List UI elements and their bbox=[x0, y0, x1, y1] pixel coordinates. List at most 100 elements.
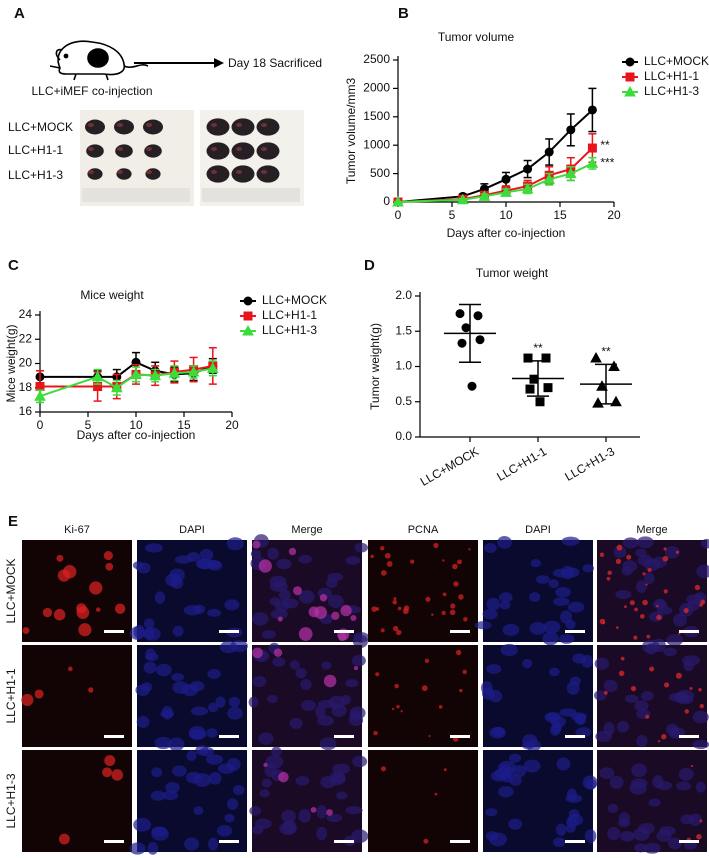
stain bbox=[278, 771, 289, 783]
row-label: LLC+H1-3 bbox=[8, 168, 63, 182]
nucleus bbox=[668, 837, 683, 850]
stain bbox=[34, 689, 44, 699]
nucleus bbox=[224, 599, 240, 611]
nucleus bbox=[575, 713, 586, 726]
nucleus bbox=[270, 609, 288, 620]
chart-title: Mice weight bbox=[80, 288, 144, 302]
y-tick-label: 16 bbox=[19, 404, 33, 418]
stain bbox=[606, 576, 611, 581]
marker bbox=[455, 309, 465, 319]
scale-bar bbox=[450, 840, 470, 843]
nucleus bbox=[486, 597, 501, 611]
nucleus bbox=[689, 813, 702, 826]
tumor bbox=[256, 142, 280, 160]
stain bbox=[89, 581, 103, 595]
nucleus bbox=[619, 831, 635, 842]
y-tick-label: 500 bbox=[370, 166, 390, 180]
stain bbox=[696, 833, 702, 840]
stain bbox=[392, 600, 398, 605]
nucleus bbox=[575, 727, 592, 738]
nucleus bbox=[261, 778, 272, 788]
marker bbox=[564, 167, 577, 179]
nucleus bbox=[251, 612, 269, 626]
nucleus bbox=[607, 826, 621, 841]
stain bbox=[645, 583, 648, 586]
stain bbox=[634, 607, 638, 612]
timeline-label: Day 18 Sacrificed bbox=[228, 56, 322, 70]
nucleus bbox=[522, 741, 535, 750]
nucleus bbox=[272, 656, 286, 667]
stain bbox=[657, 739, 661, 743]
nucleus bbox=[582, 775, 598, 790]
nucleus bbox=[345, 679, 359, 688]
nucleus bbox=[555, 586, 571, 598]
stain bbox=[698, 688, 702, 692]
stain bbox=[626, 554, 632, 560]
x-tick-label: LLC+MOCK bbox=[418, 444, 481, 489]
nucleus bbox=[207, 669, 221, 679]
nucleus bbox=[607, 803, 619, 814]
nucleus bbox=[492, 726, 505, 737]
tumor bbox=[206, 142, 230, 160]
significance: ** bbox=[533, 341, 543, 355]
marker bbox=[206, 362, 219, 373]
nucleus bbox=[535, 575, 550, 584]
nucleus bbox=[634, 700, 649, 712]
nucleus bbox=[320, 775, 337, 789]
column-header: DAPI bbox=[179, 524, 205, 536]
significance: ** bbox=[600, 138, 610, 152]
tumor-highlight bbox=[146, 170, 152, 174]
marker bbox=[544, 147, 554, 157]
stain bbox=[105, 562, 114, 571]
y-tick-label: 22 bbox=[19, 331, 33, 345]
row-header: LLC+H1-1 bbox=[4, 668, 18, 723]
x-tick-label: 15 bbox=[177, 418, 191, 432]
nucleus bbox=[298, 808, 311, 823]
stain bbox=[457, 559, 462, 565]
stain bbox=[434, 792, 438, 796]
stain bbox=[661, 734, 667, 740]
tumor bbox=[256, 165, 280, 183]
stain bbox=[442, 559, 445, 562]
nucleus bbox=[267, 547, 279, 560]
nucleus bbox=[659, 826, 676, 836]
stain bbox=[690, 764, 694, 768]
nucleus bbox=[258, 732, 274, 745]
stain bbox=[620, 656, 625, 661]
x-tick-label: LLC+H1-1 bbox=[494, 444, 549, 484]
stain bbox=[624, 605, 627, 609]
nucleus bbox=[351, 829, 369, 843]
y-tick-label: 2000 bbox=[363, 81, 390, 95]
marker bbox=[523, 164, 533, 174]
nucleus bbox=[622, 537, 639, 549]
marker bbox=[566, 125, 576, 135]
marker bbox=[149, 369, 162, 381]
nucleus bbox=[489, 832, 507, 847]
stain bbox=[394, 683, 399, 689]
stain bbox=[599, 618, 606, 625]
x-tick-label: 5 bbox=[85, 418, 92, 432]
x-tick-label: 20 bbox=[225, 418, 239, 432]
stain bbox=[607, 570, 612, 575]
sd-bar bbox=[595, 363, 617, 405]
tumor bbox=[85, 119, 105, 135]
marker bbox=[592, 397, 604, 408]
marker bbox=[457, 338, 467, 348]
nucleus bbox=[315, 705, 326, 719]
ruler bbox=[82, 188, 190, 202]
scale-bar bbox=[565, 840, 585, 843]
nucleus bbox=[133, 817, 152, 832]
nucleus bbox=[561, 536, 580, 546]
arrow-head bbox=[214, 58, 224, 68]
tumor-highlight bbox=[261, 147, 267, 151]
nucleus bbox=[558, 634, 575, 644]
tumor bbox=[206, 165, 230, 183]
stain bbox=[663, 682, 670, 688]
stain bbox=[68, 666, 73, 672]
marker bbox=[541, 353, 551, 363]
nucleus bbox=[224, 813, 235, 823]
marker bbox=[535, 397, 545, 407]
stain bbox=[380, 766, 387, 772]
stain bbox=[449, 609, 456, 616]
